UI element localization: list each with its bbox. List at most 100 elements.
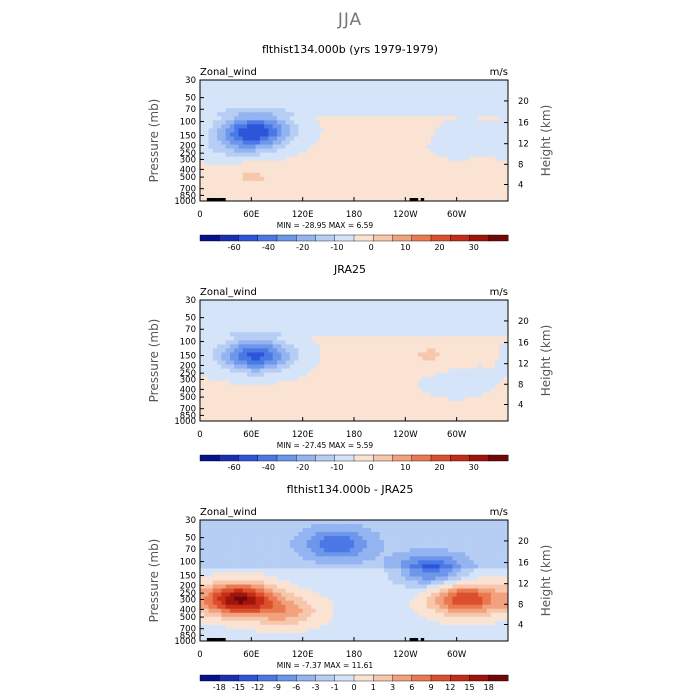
contour-cell bbox=[259, 368, 265, 374]
contour-cell bbox=[388, 120, 394, 125]
contour-cell bbox=[405, 100, 411, 105]
contour-cell bbox=[482, 132, 488, 138]
contour-cell bbox=[349, 128, 355, 134]
contour-cell bbox=[336, 372, 342, 378]
contour-cell bbox=[448, 164, 453, 170]
contour-cell bbox=[238, 312, 244, 317]
contour-cell bbox=[259, 156, 265, 162]
contour-cell bbox=[478, 316, 483, 321]
contour-cell bbox=[255, 400, 261, 406]
contour-cell bbox=[418, 364, 424, 370]
contour-cell bbox=[405, 396, 411, 402]
contour-cell bbox=[217, 336, 222, 341]
contour-cell bbox=[247, 560, 252, 565]
y-tick-label: 200 bbox=[180, 361, 196, 371]
contour-cell bbox=[255, 84, 261, 89]
contour-cell bbox=[486, 376, 492, 382]
contour-cell bbox=[366, 136, 372, 142]
contour-cell bbox=[336, 180, 342, 186]
contour-cell bbox=[208, 124, 214, 129]
contour-cell bbox=[294, 340, 299, 345]
contour-cell bbox=[388, 348, 394, 354]
contour-cell bbox=[460, 404, 466, 410]
contour-cell bbox=[503, 184, 508, 190]
contour-cell bbox=[405, 376, 411, 382]
contour-cell bbox=[396, 352, 402, 358]
contour-cell bbox=[315, 104, 321, 109]
contour-cell bbox=[473, 196, 479, 201]
contour-cell bbox=[200, 568, 205, 574]
contour-cell bbox=[482, 412, 488, 418]
contour-cell bbox=[418, 156, 424, 162]
contour-cell bbox=[311, 132, 317, 138]
contour-cell bbox=[332, 132, 338, 138]
contour-cell bbox=[383, 88, 389, 93]
chart-title: flthist134.000b - JRA25 bbox=[287, 483, 414, 496]
contour-cell bbox=[281, 112, 287, 117]
contour-cell bbox=[409, 176, 415, 182]
contour-cell bbox=[413, 336, 419, 341]
contour-cell bbox=[336, 352, 342, 358]
contour-cell bbox=[328, 416, 334, 421]
contour-cell bbox=[238, 600, 244, 606]
contour-cell bbox=[332, 80, 338, 85]
contour-cell bbox=[225, 608, 231, 614]
contour-cell bbox=[456, 108, 462, 113]
contour-cell bbox=[460, 304, 466, 309]
contour-cell bbox=[341, 196, 347, 201]
contour-cell bbox=[238, 308, 244, 313]
contour-cell bbox=[460, 376, 466, 382]
contour-cell bbox=[371, 384, 376, 390]
contour-cell bbox=[409, 304, 415, 309]
contour-cell bbox=[478, 384, 483, 390]
contour-cell bbox=[366, 160, 372, 166]
contour-cell bbox=[332, 384, 338, 390]
contour-cell bbox=[234, 336, 240, 341]
contour-cell bbox=[379, 132, 385, 138]
contour-cell bbox=[499, 396, 505, 402]
contour-cell bbox=[264, 340, 270, 345]
contour-cell bbox=[324, 396, 329, 402]
contour-cell bbox=[234, 632, 240, 638]
contour-cell bbox=[212, 132, 218, 138]
contour-cell bbox=[212, 120, 218, 125]
contour-cell bbox=[259, 84, 265, 89]
contour-cell bbox=[208, 560, 214, 565]
contour-cell bbox=[242, 528, 248, 533]
contour-cell bbox=[234, 152, 240, 158]
contour-cell bbox=[251, 332, 257, 337]
contour-cell bbox=[435, 176, 441, 182]
contour-cell bbox=[392, 84, 398, 89]
contour-cell bbox=[272, 156, 278, 162]
contour-cell bbox=[315, 80, 321, 85]
contour-cell bbox=[443, 380, 449, 386]
contour-cell bbox=[255, 540, 261, 545]
contour-cell bbox=[396, 136, 402, 142]
contour-cell bbox=[251, 536, 257, 541]
contour-cell bbox=[435, 164, 441, 170]
contour-cell bbox=[264, 576, 270, 582]
contour-cell bbox=[379, 104, 385, 109]
contour-cell bbox=[401, 152, 406, 158]
contour-cell bbox=[242, 612, 248, 618]
contour-cell bbox=[354, 324, 359, 329]
contour-cell bbox=[418, 172, 424, 178]
contour-cell bbox=[200, 620, 205, 626]
contour-cell bbox=[383, 176, 389, 182]
contour-cell bbox=[234, 560, 240, 565]
contour-cell bbox=[422, 404, 428, 410]
colorbar-swatch bbox=[373, 234, 393, 242]
contour-cell bbox=[242, 140, 248, 146]
contour-cell bbox=[469, 300, 475, 305]
contour-cell bbox=[473, 348, 479, 354]
contour-cell bbox=[229, 312, 235, 317]
contour-cell bbox=[200, 376, 205, 382]
contour-cell bbox=[418, 188, 424, 194]
contour-cell bbox=[264, 356, 270, 362]
contour-cell bbox=[460, 180, 466, 186]
contour-cell bbox=[473, 376, 479, 382]
contour-cell bbox=[319, 88, 325, 93]
contour-cell bbox=[435, 348, 441, 354]
contour-cell bbox=[341, 320, 347, 325]
contour-cell bbox=[217, 124, 222, 129]
